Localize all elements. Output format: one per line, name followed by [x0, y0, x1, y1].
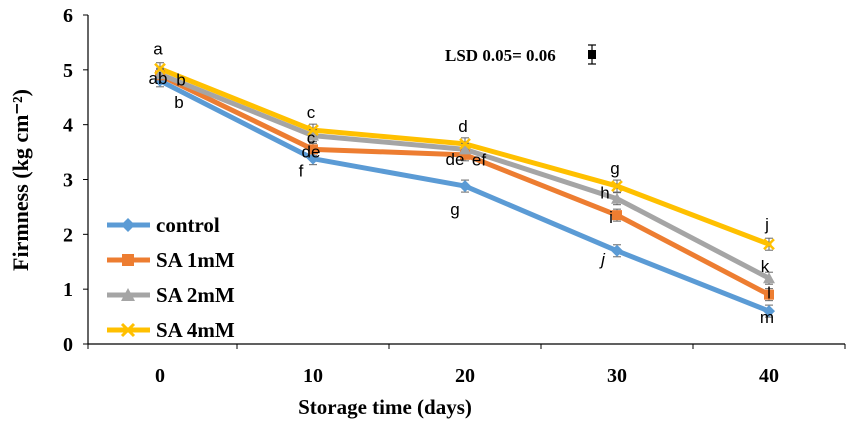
x-axis-title: Storage time (days)	[298, 395, 472, 419]
significance-letter: f	[299, 162, 304, 181]
legend-entry: SA 2mM	[107, 283, 235, 307]
y-tick-label: 4	[63, 115, 73, 137]
data-point	[764, 289, 774, 300]
significance-letter: g	[610, 159, 619, 178]
x-tick-label: 10	[303, 365, 323, 387]
significance-letter: j	[764, 215, 769, 234]
y-tick-label: 1	[63, 279, 73, 301]
significance-letter: g	[450, 200, 459, 219]
lsd-error-bar	[588, 44, 596, 65]
legend-label: SA 1mM	[156, 248, 235, 272]
significance-letter: c	[307, 103, 316, 122]
legend-entry: SA 1mM	[107, 248, 235, 272]
significance-letter: k	[761, 257, 770, 276]
significance-letter: ab	[149, 69, 168, 88]
marker-stroke	[611, 180, 623, 192]
significance-letter: ef	[472, 150, 486, 169]
significance-letter: b	[176, 70, 185, 89]
data-point	[459, 180, 471, 193]
data-point	[154, 62, 166, 75]
marker-stroke	[459, 137, 471, 150]
significance-letter: j	[599, 250, 606, 269]
data-point	[460, 149, 470, 160]
data-point	[763, 272, 775, 284]
significance-letter: de	[446, 150, 465, 169]
y-tick-label: 0	[63, 334, 73, 356]
data-point	[459, 137, 471, 150]
legend-marker	[120, 322, 136, 338]
significance-letter: d	[458, 117, 467, 136]
significance-letter: l	[767, 284, 771, 303]
y-tick-label: 2	[63, 224, 73, 246]
significance-letter: de	[302, 142, 321, 161]
legend-marker	[122, 254, 134, 266]
data-point	[308, 144, 318, 155]
data-point	[612, 210, 622, 221]
x-tick-label: 20	[455, 365, 475, 387]
significance-letter: h	[600, 184, 609, 203]
significance-letter: i	[609, 208, 613, 227]
significance-letter: a	[153, 40, 163, 59]
x-tick-label: 40	[759, 365, 779, 387]
marker-stroke	[154, 62, 166, 75]
series-line-control	[157, 78, 772, 314]
data-point	[154, 68, 166, 80]
data-point	[307, 129, 319, 141]
significance-letter: b	[174, 93, 183, 112]
data-point	[459, 143, 471, 155]
marker-stroke	[307, 124, 319, 137]
legend-marker	[121, 218, 135, 232]
x-tick-label: 30	[607, 365, 627, 387]
marker-stroke	[763, 238, 775, 251]
y-tick-label: 6	[63, 5, 73, 27]
data-point	[611, 180, 623, 192]
legend-entry: control	[107, 213, 220, 237]
significance-letter: c	[307, 129, 316, 148]
legend-label: SA 2mM	[156, 283, 235, 307]
lsd-label: LSD 0.05= 0.06	[445, 46, 556, 65]
legend-entry: SA 4mM	[107, 318, 235, 342]
data-point	[763, 305, 775, 318]
legend-label: control	[156, 213, 220, 237]
data-point	[307, 124, 319, 137]
x-tick-label: 0	[155, 365, 165, 387]
y-tick-label: 3	[63, 170, 73, 192]
data-point	[763, 238, 775, 251]
y-axis-title: Firmness (kg cm⁻²)	[8, 89, 33, 271]
y-tick-label: 5	[63, 60, 73, 82]
significance-letter: m	[760, 308, 774, 327]
data-point	[307, 152, 319, 165]
data-point	[611, 244, 623, 257]
legend: control SA 1mM SA 2mM SA 4mM	[107, 213, 235, 342]
legend-label: SA 4mM	[156, 318, 235, 342]
data-point	[611, 192, 623, 204]
legend-marker	[121, 288, 135, 301]
